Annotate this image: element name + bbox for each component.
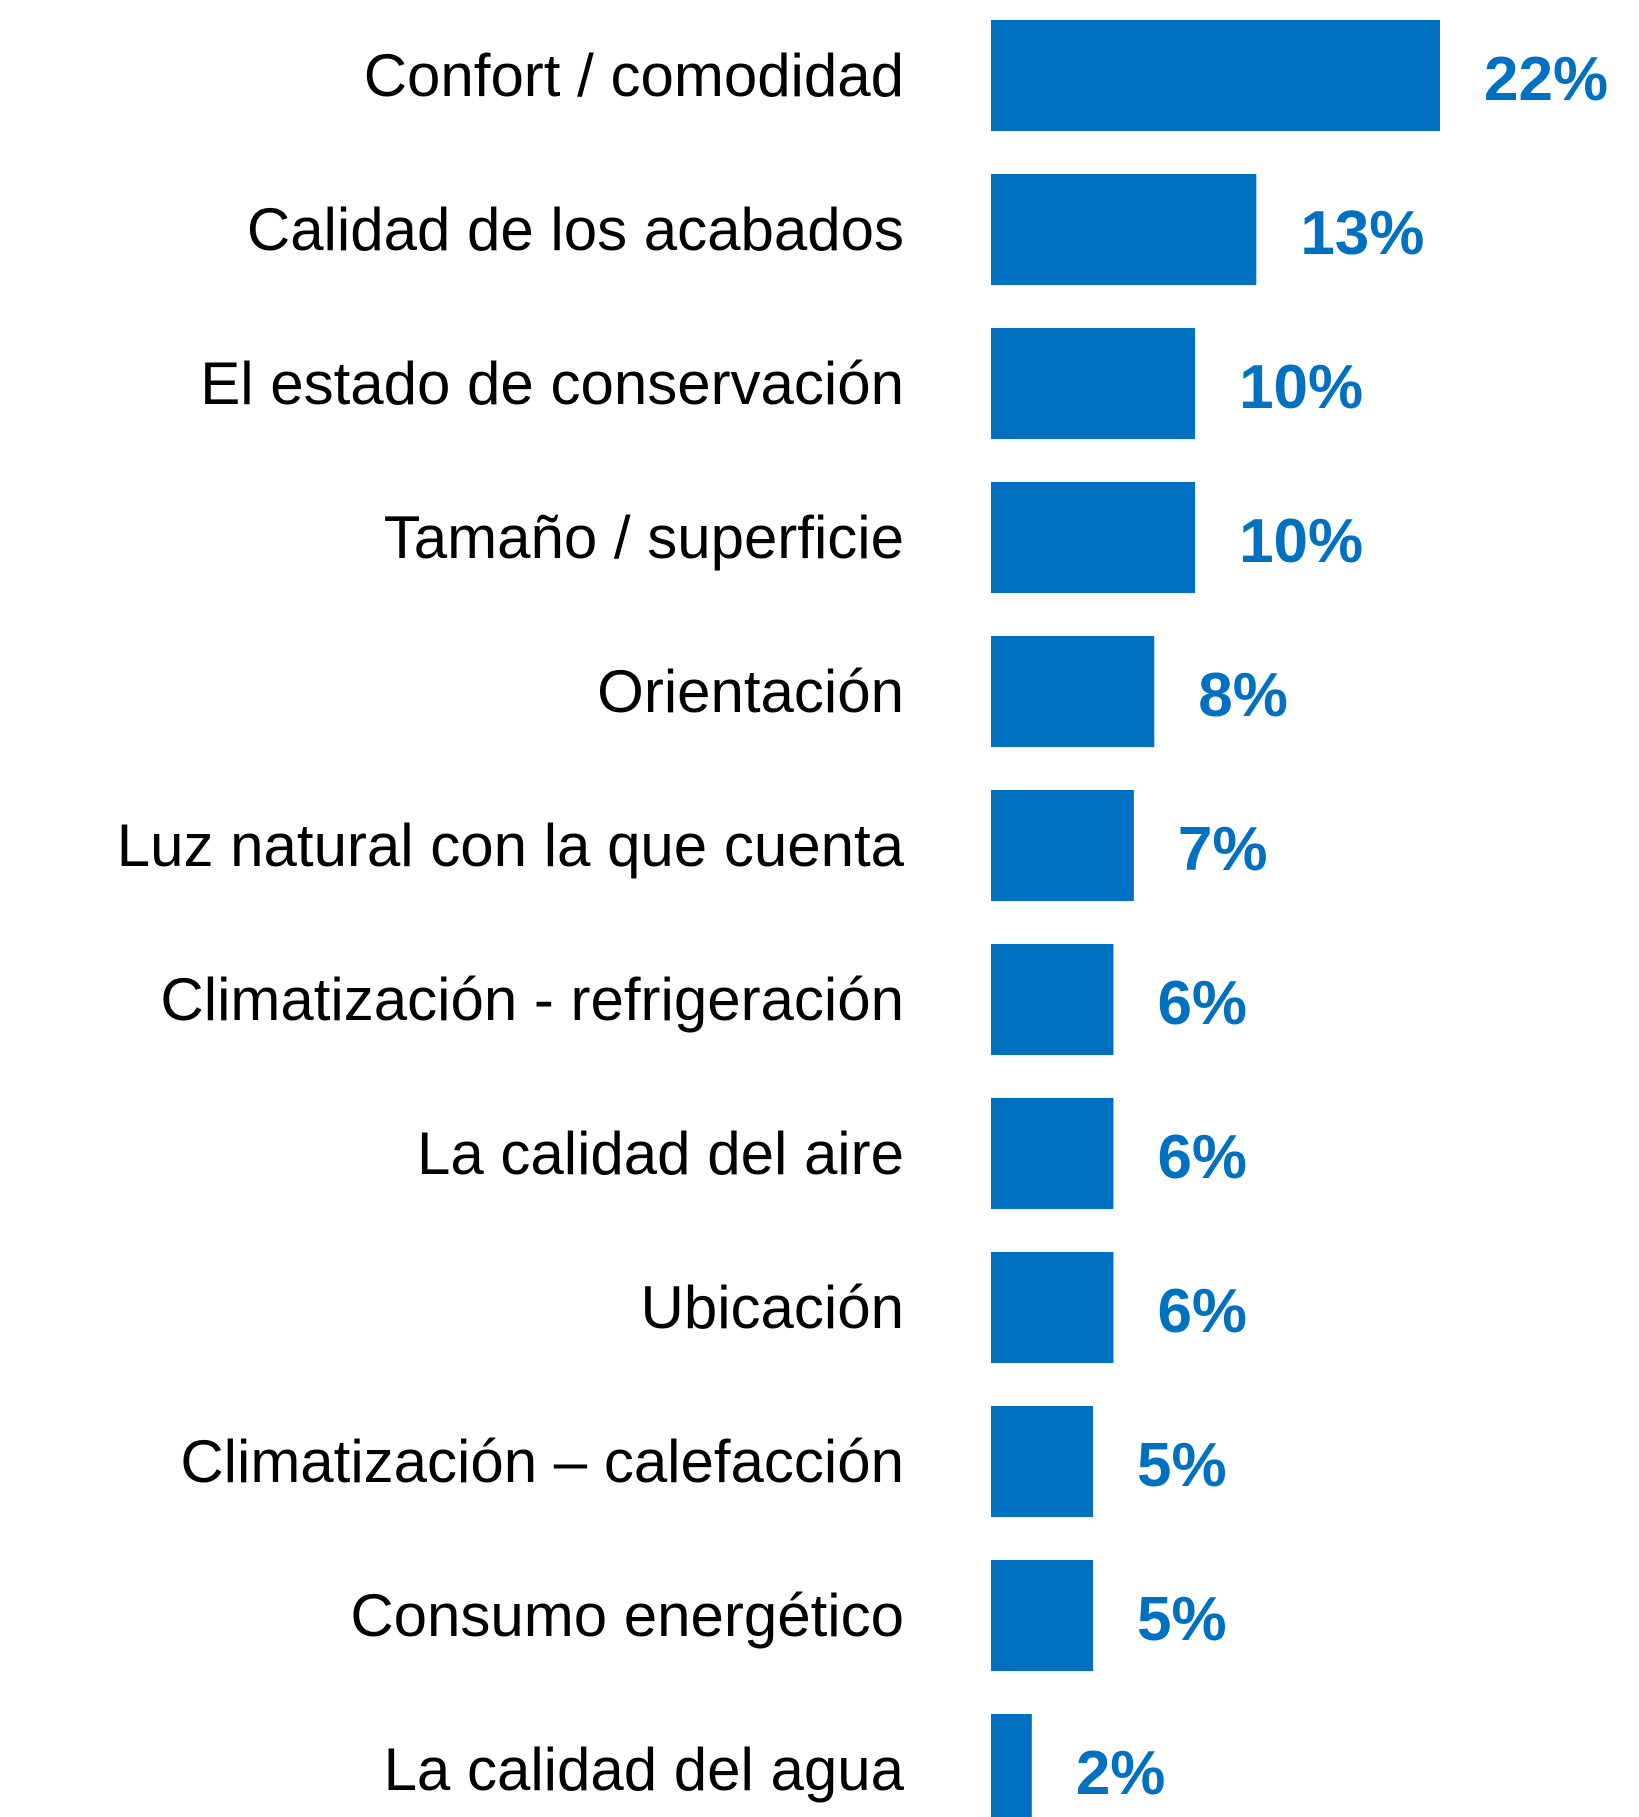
- bar: [991, 328, 1196, 439]
- value-label: 6%: [1157, 1123, 1247, 1192]
- value-label: 8%: [1198, 661, 1288, 730]
- category-label: Luz natural con la que cuenta: [117, 812, 905, 879]
- category-label: La calidad del aire: [417, 1120, 904, 1187]
- value-label: 10%: [1239, 353, 1363, 422]
- value-label: 13%: [1300, 199, 1424, 268]
- value-label: 5%: [1137, 1585, 1227, 1654]
- bar: [991, 790, 1134, 901]
- value-label: 7%: [1178, 815, 1268, 884]
- value-label: 10%: [1239, 507, 1363, 576]
- bar: [991, 944, 1114, 1055]
- category-label: Consumo energético: [350, 1582, 904, 1649]
- value-label: 22%: [1484, 45, 1608, 114]
- bar: [991, 1098, 1114, 1209]
- category-label: Calidad de los acabados: [247, 196, 904, 263]
- bar: [991, 20, 1440, 131]
- bar: [991, 1406, 1094, 1517]
- bar: [991, 1560, 1094, 1671]
- category-label: La calidad del agua: [384, 1736, 905, 1803]
- bar: [991, 636, 1155, 747]
- category-label: Climatización – calefacción: [180, 1428, 904, 1495]
- category-label: Tamaño / superficie: [384, 504, 904, 571]
- value-label: 5%: [1137, 1431, 1227, 1500]
- bar: [991, 1252, 1114, 1363]
- category-label: Orientación: [597, 658, 904, 725]
- category-label: Confort / comodidad: [364, 42, 904, 109]
- bar: [991, 1714, 1032, 1817]
- category-label: El estado de conservación: [200, 350, 904, 417]
- category-label: Climatización - refrigeración: [160, 966, 904, 1033]
- bar: [991, 482, 1196, 593]
- category-label: Ubicación: [641, 1274, 904, 1341]
- value-label: 6%: [1157, 969, 1247, 1038]
- value-label: 2%: [1076, 1739, 1166, 1808]
- value-label: 6%: [1157, 1277, 1247, 1346]
- bar: [991, 174, 1257, 285]
